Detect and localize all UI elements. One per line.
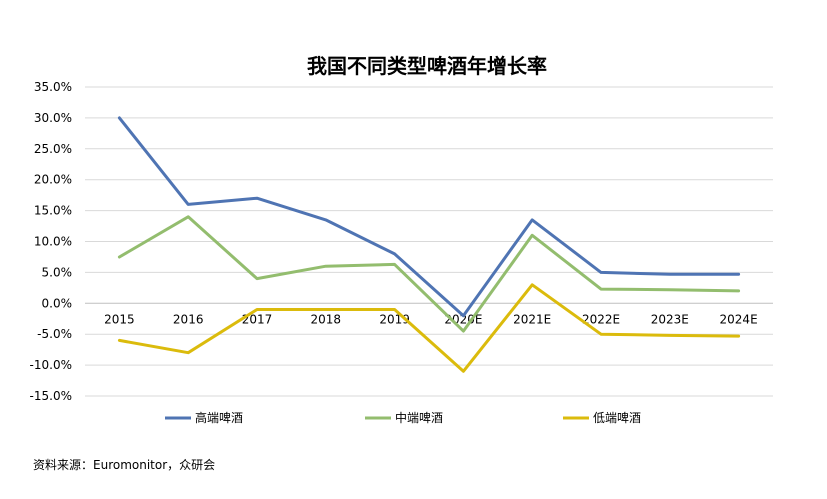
chart-title: 我国不同类型啤酒年增长率 — [307, 54, 547, 78]
y-tick-label: 15.0% — [34, 204, 72, 218]
x-tick-label: 2021E — [513, 312, 551, 326]
x-tick-label: 2023E — [651, 312, 689, 326]
y-tick-label: -15.0% — [30, 389, 72, 403]
y-tick-label: 20.0% — [34, 173, 72, 187]
legend-label: 高端啤酒 — [195, 410, 243, 425]
y-tick-label: 10.0% — [34, 235, 72, 249]
y-tick-label: 30.0% — [34, 111, 72, 125]
legend-label: 低端啤酒 — [593, 410, 641, 425]
x-tick-label: 2024E — [720, 312, 758, 326]
source-note: 资料来源：Euromonitor，众研会 — [33, 458, 216, 472]
series-line-2 — [117, 215, 741, 333]
y-tick-label: -5.0% — [37, 327, 72, 341]
y-tick-label: 25.0% — [34, 142, 72, 156]
y-tick-label: 5.0% — [42, 265, 73, 279]
x-tick-label: 2016 — [173, 312, 204, 326]
series-line-3 — [117, 283, 741, 373]
legend: 高端啤酒 中端啤酒 低端啤酒 — [165, 410, 641, 425]
series-line-1 — [117, 116, 741, 318]
x-tick-label: 2018 — [311, 312, 342, 326]
x-tick-label: 2017 — [242, 312, 273, 326]
y-tick-label: 0.0% — [42, 296, 73, 310]
x-tick-label: 2022E — [582, 312, 620, 326]
gridlines — [85, 86, 773, 397]
x-axis-tick-labels: 2015 2016 2017 2018 2019 2020E 2021E 2022E 2023E… — [104, 312, 758, 326]
legend-label: 中端啤酒 — [395, 410, 443, 425]
y-axis-tick-labels: 35.0% 30.0% 25.0% 20.0% 15.0% 10.0% 5.0% 0.0% -5… — [30, 80, 72, 403]
y-tick-label: -10.0% — [30, 358, 72, 372]
y-tick-label: 35.0% — [34, 80, 72, 94]
series-lines — [117, 116, 741, 373]
x-tick-label: 2015 — [104, 312, 135, 326]
